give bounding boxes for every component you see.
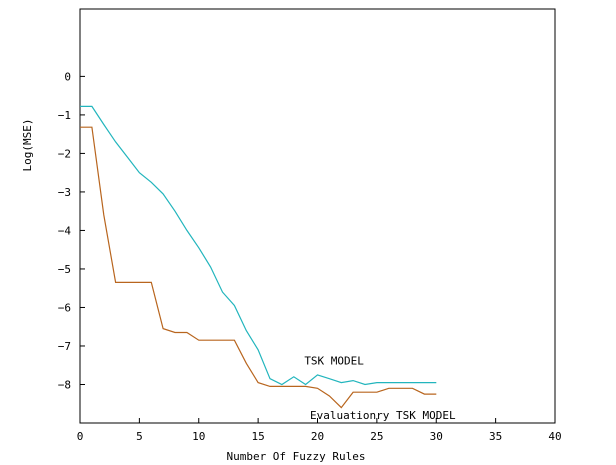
y-tick-label: −5	[58, 263, 71, 276]
series-line-1	[80, 105, 437, 386]
x-axis-label: Number Of Fuzzy Rules	[226, 450, 365, 463]
x-tick-label: 35	[489, 430, 502, 443]
y-tick-label: −7	[58, 340, 71, 353]
series-label-1: TSK MODEL	[304, 354, 364, 367]
y-tick-label: −4	[58, 224, 72, 237]
x-tick-label: 0	[77, 430, 84, 443]
x-tick-label: 15	[252, 430, 265, 443]
x-tick-label: 25	[370, 430, 383, 443]
series-line-2	[80, 126, 437, 409]
x-axis: 0 5 10 15 20 25 30 35 40	[77, 418, 562, 443]
y-tick-label: −1	[58, 109, 71, 122]
y-tick-label: −3	[58, 186, 71, 199]
y-tick-label: −2	[58, 147, 71, 160]
x-tick-label: 40	[548, 430, 561, 443]
y-axis: 0 −1 −2 −3 −4 −5 −6 −7 −8	[58, 70, 85, 391]
x-tick-label: 20	[311, 430, 324, 443]
y-tick-label: −6	[58, 301, 71, 314]
y-tick-label: 0	[64, 70, 71, 83]
x-tick-label: 10	[192, 430, 205, 443]
x-tick-label: 30	[430, 430, 443, 443]
y-axis-label: Log(MSE)	[21, 119, 34, 172]
y-tick-label: −8	[58, 378, 71, 391]
series-label-2: Evaluationry TSK MODEL	[310, 409, 456, 422]
series-layer: TSK MODEL Evaluationry TSK MODEL	[80, 105, 456, 422]
x-tick-label: 5	[136, 430, 143, 443]
